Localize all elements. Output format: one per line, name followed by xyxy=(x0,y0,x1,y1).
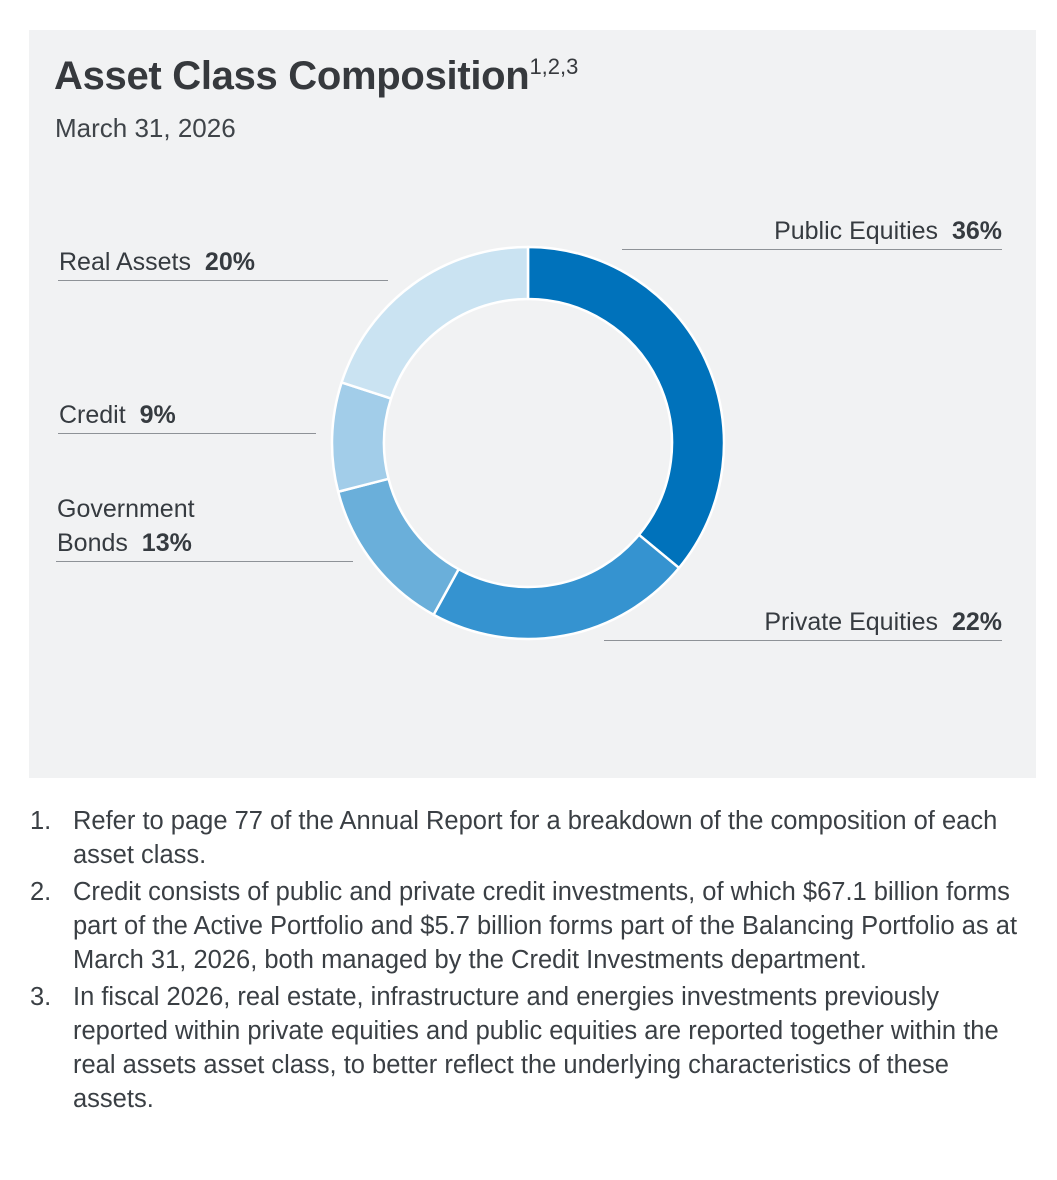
label-government-bonds-line2: Bonds 13% xyxy=(57,526,195,560)
slice-public-equities xyxy=(526,245,726,570)
slice-government-bonds xyxy=(336,477,460,617)
title-footnote-refs: 1,2,3 xyxy=(529,54,579,79)
leader-credit xyxy=(58,433,316,434)
footnotes: 1. Refer to page 77 of the Annual Report … xyxy=(30,804,1030,1119)
label-private-equities-name: Private Equities xyxy=(764,608,939,636)
label-credit-name: Credit xyxy=(59,401,126,429)
leader-public-equities xyxy=(622,249,1002,250)
footnote-1-number: 1. xyxy=(30,807,52,835)
label-government-bonds: Government Bonds 13% xyxy=(57,492,195,560)
chart-subtitle: March 31, 2026 xyxy=(55,113,236,143)
label-real-assets-value: 20% xyxy=(204,248,255,276)
label-real-assets-name: Real Assets xyxy=(59,248,192,276)
footnote-2: 2. Credit consists of public and private … xyxy=(30,875,1030,977)
footnote-2-text: Credit consists of public and private cr… xyxy=(73,878,1018,974)
label-public-equities-value: 36% xyxy=(951,217,1002,245)
leader-real-assets xyxy=(58,280,388,281)
label-public-equities-name: Public Equities xyxy=(774,217,939,245)
donut-chart xyxy=(330,245,726,641)
slice-real-assets xyxy=(340,245,530,400)
label-credit: Credit 9% xyxy=(59,398,176,432)
label-government-bonds-name: Bonds xyxy=(57,529,128,557)
label-government-bonds-value: 13% xyxy=(141,529,192,557)
footnote-1: 1. Refer to page 77 of the Annual Report … xyxy=(30,804,1030,872)
label-real-assets: Real Assets 20% xyxy=(59,245,255,279)
footnote-2-number: 2. xyxy=(30,878,52,906)
leader-private-equities xyxy=(604,640,1002,641)
footnote-3: 3. In fiscal 2026, real estate, infrastru… xyxy=(30,980,1030,1116)
slice-credit xyxy=(330,381,393,493)
footnote-1-text: Refer to page 77 of the Annual Report fo… xyxy=(73,807,998,869)
label-private-equities: Private Equities 22% xyxy=(640,605,1002,639)
label-public-equities: Public Equities 36% xyxy=(640,214,1002,248)
chart-title: Asset Class Composition1,2,3 xyxy=(54,54,578,99)
chart-title-text: Asset Class Composition xyxy=(54,54,530,98)
label-government-bonds-line1: Government xyxy=(57,495,195,523)
chart-panel xyxy=(29,30,1036,778)
label-private-equities-value: 22% xyxy=(951,608,1002,636)
leader-government-bonds xyxy=(56,561,353,562)
label-credit-value: 9% xyxy=(139,401,176,429)
footnote-3-text: In fiscal 2026, real estate, infrastruct… xyxy=(73,983,999,1113)
footnote-3-number: 3. xyxy=(30,983,52,1011)
